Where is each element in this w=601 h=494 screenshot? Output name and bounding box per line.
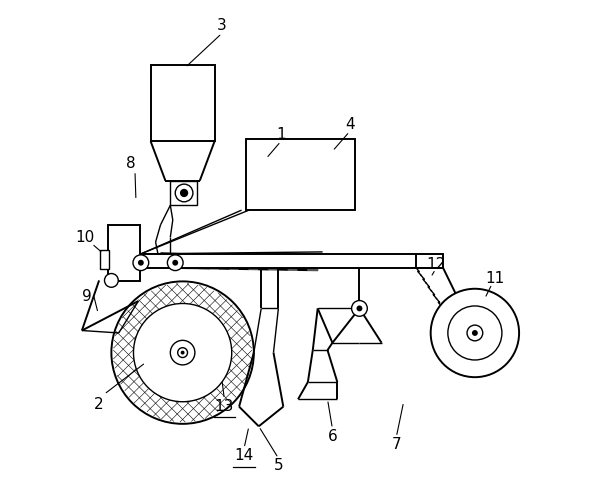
Polygon shape	[269, 265, 278, 270]
Polygon shape	[141, 263, 151, 268]
Polygon shape	[298, 265, 308, 270]
Circle shape	[181, 351, 185, 355]
Circle shape	[431, 289, 519, 377]
Polygon shape	[219, 264, 229, 269]
Polygon shape	[259, 265, 269, 270]
Circle shape	[472, 330, 478, 336]
Bar	[108, 225, 140, 282]
Polygon shape	[239, 264, 249, 269]
Polygon shape	[288, 265, 298, 270]
Text: 12: 12	[426, 257, 445, 272]
Circle shape	[133, 303, 232, 402]
Polygon shape	[180, 263, 190, 268]
Circle shape	[448, 306, 502, 360]
Text: 10: 10	[76, 230, 95, 245]
Text: 1: 1	[276, 126, 285, 141]
Text: 8: 8	[126, 156, 136, 171]
Text: 13: 13	[215, 399, 234, 414]
Circle shape	[356, 305, 362, 311]
Circle shape	[170, 340, 195, 365]
Circle shape	[178, 348, 188, 358]
Polygon shape	[151, 263, 160, 268]
Text: 7: 7	[391, 437, 401, 452]
Circle shape	[352, 300, 367, 316]
Text: 6: 6	[328, 429, 337, 444]
Polygon shape	[229, 264, 239, 269]
Text: 4: 4	[345, 117, 355, 132]
Text: 2: 2	[94, 397, 104, 412]
Circle shape	[172, 260, 178, 266]
Bar	[138, 254, 443, 268]
Polygon shape	[210, 264, 219, 269]
Text: 14: 14	[234, 448, 254, 463]
Bar	[170, 181, 197, 205]
Circle shape	[175, 184, 193, 202]
Polygon shape	[308, 265, 318, 271]
Circle shape	[138, 260, 144, 266]
Text: 9: 9	[82, 288, 92, 304]
Bar	[151, 65, 215, 141]
Circle shape	[181, 190, 188, 197]
Polygon shape	[170, 263, 180, 268]
Circle shape	[467, 325, 483, 341]
Polygon shape	[278, 265, 288, 270]
Polygon shape	[249, 264, 259, 270]
Circle shape	[105, 274, 118, 288]
Polygon shape	[190, 263, 200, 269]
Bar	[246, 139, 355, 210]
Text: 3: 3	[217, 18, 227, 34]
Polygon shape	[160, 263, 170, 268]
Text: 11: 11	[485, 271, 504, 287]
Text: 5: 5	[273, 458, 283, 473]
Circle shape	[133, 255, 148, 271]
Polygon shape	[200, 264, 210, 269]
Bar	[100, 250, 109, 269]
Circle shape	[168, 255, 183, 271]
